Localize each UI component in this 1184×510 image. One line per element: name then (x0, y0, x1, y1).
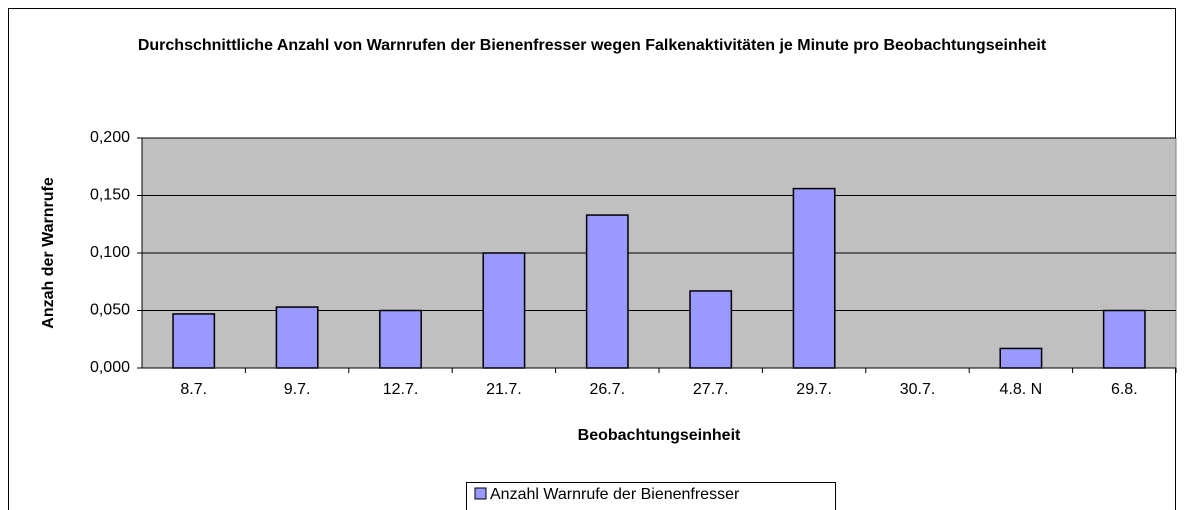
x-axis-label: Beobachtungseinheit (578, 427, 741, 444)
legend-swatch (474, 487, 487, 500)
bar (585, 214, 629, 369)
bar (482, 252, 526, 369)
bar (379, 309, 422, 369)
legend-label: Anzahl Warnrufe der Bienenfresser (490, 486, 740, 503)
x-tick-label: 12.7. (383, 381, 419, 398)
y-tick-label: 0,000 (90, 359, 130, 376)
bar (689, 290, 733, 369)
chart-title: Durchschnittliche Anzahl von Warnrufen d… (137, 37, 1047, 54)
y-tick-label: 0,100 (90, 244, 130, 261)
bar (275, 306, 319, 369)
x-tick-label: 9.7. (284, 381, 311, 398)
bar (999, 347, 1043, 369)
legend-box (466, 482, 836, 510)
x-tick-label: 29.7. (796, 381, 832, 398)
y-axis-label: Anzah der Warnrufe (40, 177, 57, 329)
x-tick-label: 27.7. (693, 381, 729, 398)
x-tick-label: 21.7. (486, 381, 522, 398)
bar (172, 313, 216, 369)
bar (1102, 309, 1146, 369)
x-tick-label: 8.7. (180, 381, 207, 398)
x-tick-label: 30.7. (900, 381, 936, 398)
x-tick-label: 6.8. (1111, 381, 1138, 398)
y-tick-label: 0,200 (90, 129, 130, 146)
x-tick-label: 4.8. N (1000, 381, 1043, 398)
y-tick-label: 0,050 (90, 302, 130, 319)
bar (792, 187, 836, 369)
x-tick-label: 26.7. (590, 381, 626, 398)
y-tick-label: 0,150 (90, 187, 130, 204)
